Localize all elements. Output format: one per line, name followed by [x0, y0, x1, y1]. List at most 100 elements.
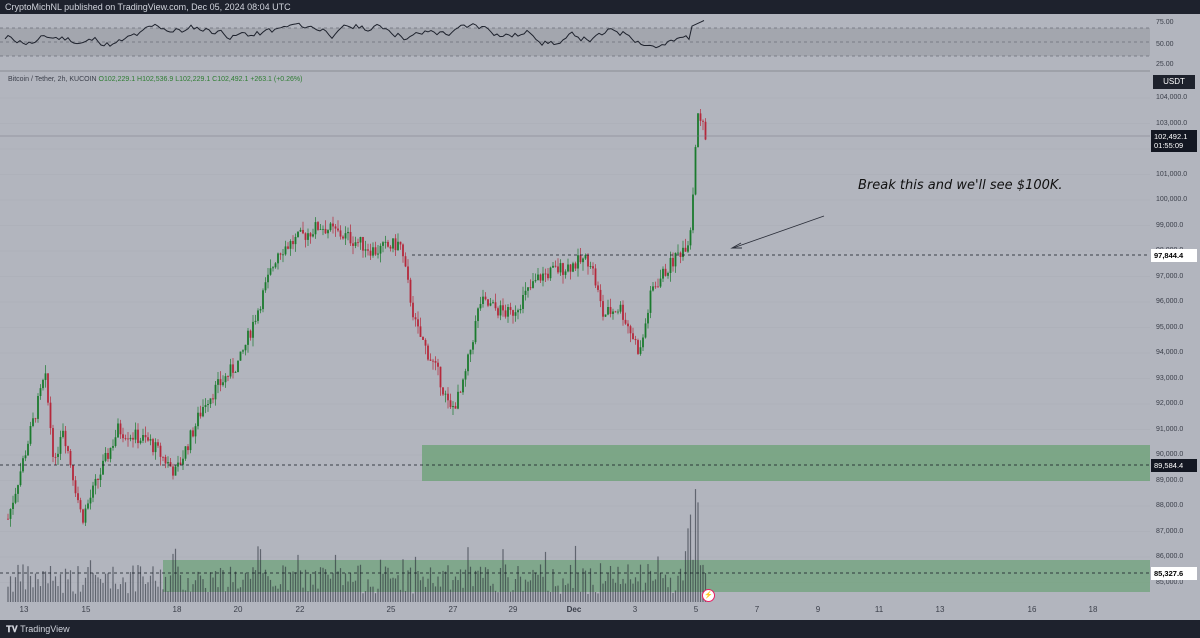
candle-body — [637, 340, 639, 354]
annotation-text: Break this and we'll see $100K. — [858, 178, 1063, 193]
volume-bar — [177, 566, 179, 602]
candle-body — [517, 310, 519, 313]
candle-body — [67, 446, 69, 452]
volume-bar — [619, 584, 622, 602]
volume-bar — [149, 575, 152, 602]
candle-body — [384, 241, 387, 243]
volume-bar — [412, 593, 414, 602]
candle-body — [412, 302, 414, 318]
candle-body — [597, 285, 599, 290]
volume-bar — [414, 556, 417, 602]
volume-bar — [112, 566, 114, 602]
volume-bar — [172, 553, 174, 602]
volume-bar — [429, 567, 432, 602]
volume-bar — [624, 583, 627, 602]
candle-body — [214, 384, 217, 400]
volume-bar — [679, 568, 682, 602]
level-label-97844: 97,844.4 — [1151, 249, 1197, 262]
candle-body — [527, 287, 529, 291]
volume-bar — [552, 569, 554, 602]
candle-body — [54, 456, 57, 458]
volume-bar — [147, 582, 149, 602]
price-tick: 88,000.0 — [1156, 502, 1184, 509]
volume-bar — [242, 579, 244, 602]
volume-bar — [569, 564, 572, 602]
candle-body — [272, 267, 274, 269]
candle-body — [189, 430, 192, 451]
volume-bar — [482, 577, 484, 602]
volume-bar — [527, 581, 529, 602]
volume-bar — [302, 587, 304, 602]
price-axis[interactable] — [1150, 14, 1200, 602]
candle-body — [109, 447, 112, 459]
volume-bar — [592, 584, 594, 602]
x-label-9: 9 — [815, 605, 821, 614]
volume-bar — [392, 577, 394, 602]
volume-bar — [69, 570, 72, 602]
candle-body — [344, 233, 347, 239]
candle-body — [102, 460, 104, 475]
candle-body — [632, 333, 634, 340]
candle-body — [194, 426, 197, 437]
volume-bar — [267, 576, 269, 602]
candle-body — [439, 366, 442, 388]
volume-bar — [304, 569, 307, 602]
candle-body — [669, 257, 672, 273]
volume-bar — [37, 579, 39, 602]
volume-bar — [644, 582, 647, 602]
candle-body — [417, 319, 419, 327]
volume-bar — [539, 564, 542, 602]
volume-bar — [424, 586, 427, 602]
candle-body — [589, 266, 592, 267]
volume-bar — [627, 564, 629, 602]
volume-bar — [629, 579, 632, 602]
volume-bar — [94, 574, 97, 602]
currency-button[interactable]: USDT — [1153, 75, 1195, 89]
volume-bar — [57, 586, 59, 602]
candle-body — [162, 456, 164, 458]
volume-bar — [319, 567, 322, 602]
volume-bar — [312, 584, 314, 602]
candle-body — [612, 311, 614, 314]
volume-bar — [249, 578, 252, 602]
candle-body — [124, 438, 127, 440]
volume-bar — [529, 580, 532, 602]
candle-body — [147, 437, 149, 441]
candle-body — [569, 264, 572, 272]
candle-body — [307, 233, 309, 240]
candle-body — [179, 462, 182, 465]
candle-body — [114, 437, 117, 446]
legend-symbol: Bitcoin / Tether, 2h, KUCOIN — [8, 76, 97, 83]
lightning-icon[interactable]: ⚡ — [702, 589, 715, 602]
x-label-25: 25 — [386, 605, 396, 614]
candle-body — [697, 113, 699, 148]
osc-tick-50: 50.00 — [1156, 41, 1174, 48]
volume-bar — [384, 566, 387, 602]
candle-body — [404, 256, 407, 267]
volume-bar — [39, 586, 42, 602]
volume-bars — [7, 489, 707, 602]
volume-bar — [322, 567, 324, 602]
candle-body — [359, 236, 362, 243]
candle-body — [617, 311, 619, 313]
candle-body — [192, 430, 194, 437]
candle-body — [539, 274, 542, 281]
candle-body — [117, 423, 119, 438]
volume-bar — [192, 584, 194, 602]
candle-body — [449, 400, 452, 408]
volume-bar — [697, 502, 699, 602]
osc-tick-25: 25.00 — [1156, 61, 1174, 68]
candle-body — [542, 273, 544, 281]
candle-body — [34, 418, 37, 420]
candle-body — [329, 223, 332, 231]
volume-bar — [279, 584, 282, 602]
volume-bar — [269, 579, 272, 602]
volume-bar — [689, 514, 692, 602]
x-label-16: 16 — [1027, 605, 1037, 614]
candle-body — [39, 388, 42, 397]
volume-bar — [137, 565, 139, 602]
candle-body — [352, 243, 354, 246]
volume-bar — [127, 593, 129, 602]
candle-body — [267, 274, 269, 283]
volume-bar — [284, 566, 287, 602]
